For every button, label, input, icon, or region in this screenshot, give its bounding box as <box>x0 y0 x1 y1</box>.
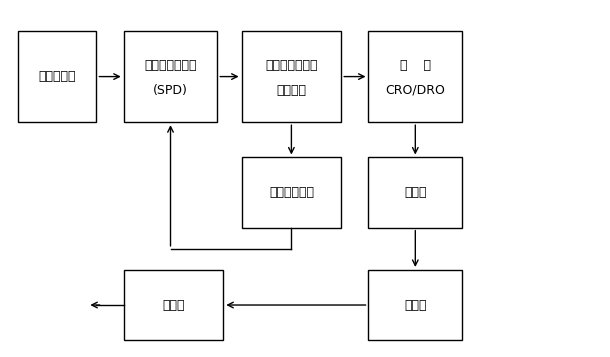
Bar <box>242 31 341 122</box>
Text: 放大器: 放大器 <box>404 298 426 312</box>
Text: CRO/DRO: CRO/DRO <box>386 84 445 97</box>
Bar <box>368 270 462 340</box>
Bar <box>368 31 462 122</box>
Text: 耦合器: 耦合器 <box>404 186 426 199</box>
Bar <box>242 157 341 228</box>
Text: 捕获电路: 捕获电路 <box>276 84 306 97</box>
Bar <box>124 270 223 340</box>
Text: 滤波器: 滤波器 <box>162 298 185 312</box>
Bar <box>368 157 462 228</box>
Text: 压    控: 压 控 <box>400 59 431 72</box>
Text: 锁定检测电路: 锁定检测电路 <box>269 186 314 199</box>
Text: 微波取样鉴相器: 微波取样鉴相器 <box>144 59 197 72</box>
Bar <box>18 31 96 122</box>
Text: 环路滤波及自动: 环路滤波及自动 <box>265 59 318 72</box>
Bar <box>124 31 217 122</box>
Text: 晶体振荡器: 晶体振荡器 <box>38 70 76 83</box>
Text: (SPD): (SPD) <box>153 84 188 97</box>
